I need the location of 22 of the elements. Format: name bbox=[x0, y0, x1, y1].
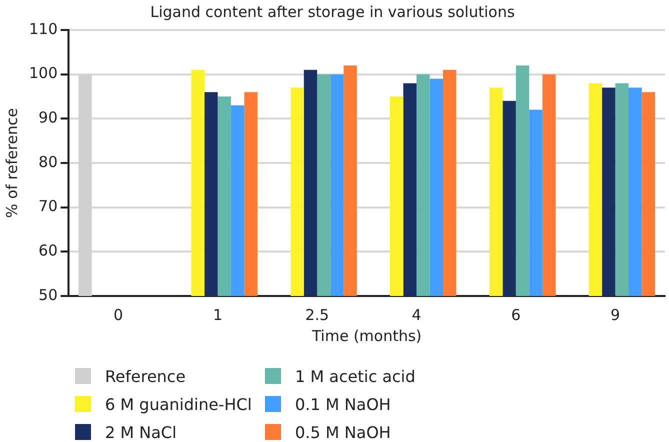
x-tick-label: 6 bbox=[511, 306, 521, 324]
y-tick-label: 100 bbox=[28, 64, 58, 82]
x-tick-label: 2.5 bbox=[305, 306, 330, 324]
y-tick-label: 80 bbox=[38, 152, 58, 171]
y-tick-label: 90 bbox=[38, 108, 58, 127]
x-tick-label: 0 bbox=[114, 306, 124, 324]
x-axis-title: Time (months) bbox=[310, 326, 422, 345]
y-tick-label: 50 bbox=[38, 286, 58, 304]
legend-label: Reference bbox=[105, 366, 186, 386]
y-tick-label: 110 bbox=[28, 20, 58, 38]
y-tick-label: 70 bbox=[38, 197, 58, 216]
legend-label: 0.5 M NaOH bbox=[295, 422, 391, 442]
legend-label: 6 M guanidine-HCl bbox=[105, 394, 252, 414]
x-tick-label: 4 bbox=[412, 306, 422, 324]
legend-label: 0.1 M NaOH bbox=[295, 394, 391, 414]
x-tick-label: 1 bbox=[212, 306, 222, 324]
chart-title: Ligand content after storage in various solutions bbox=[150, 2, 515, 21]
legend-label: 2 M NaCl bbox=[105, 422, 177, 442]
x-tick-label: 9 bbox=[610, 306, 620, 324]
legend-label: 1 M acetic acid bbox=[295, 366, 416, 386]
y-tick-label: 60 bbox=[38, 242, 58, 260]
y-axis-title: % of reference bbox=[2, 108, 21, 218]
